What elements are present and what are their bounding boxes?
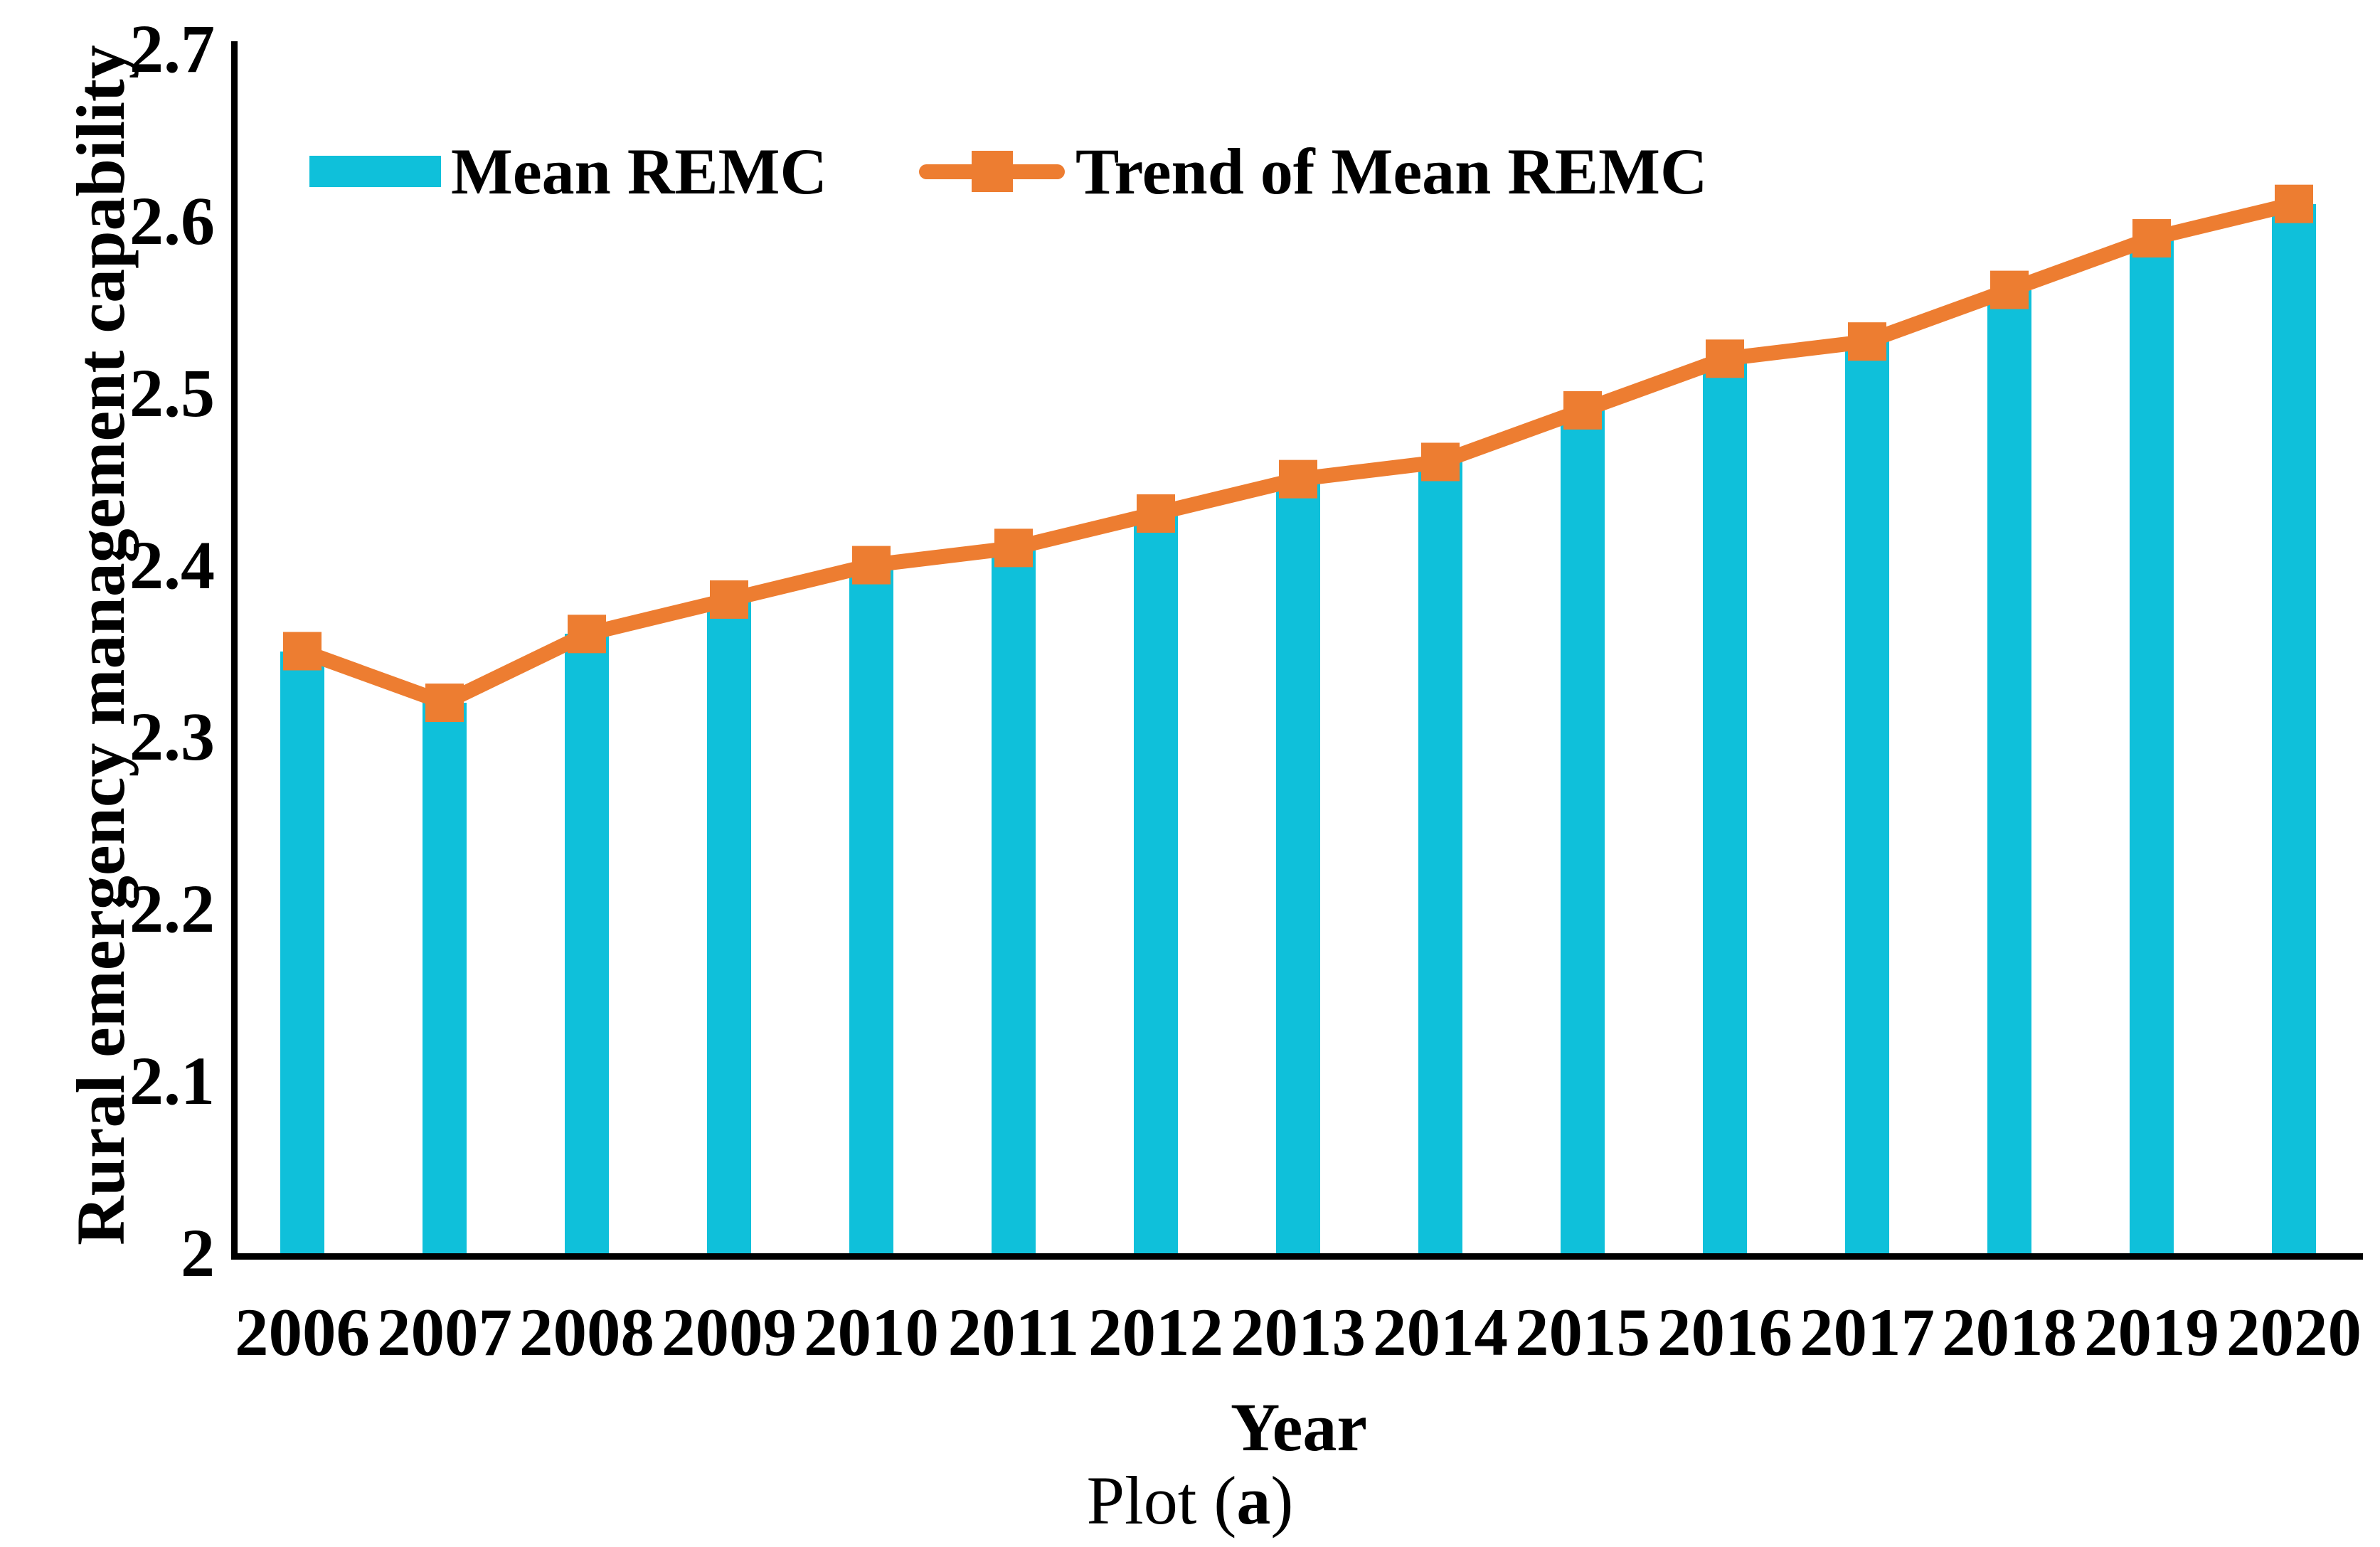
x-tick-label-2008: 2008 [519,1295,654,1370]
bar-2014 [1418,462,1462,1253]
bar-2011 [992,548,1036,1253]
x-tick-label-2011: 2011 [947,1295,1080,1370]
figure-caption: Plot (a) [0,1458,2380,1543]
bar-2009 [707,599,751,1253]
legend-bar-swatch-icon [309,156,441,187]
x-tick-label-2015: 2015 [1515,1295,1650,1370]
caption-emphasis: a [1236,1462,1271,1538]
y-tick-label: 2 [181,1215,215,1291]
bar-2018 [1987,289,2031,1253]
bar-2012 [1134,514,1178,1253]
y-tick-label: 2.2 [129,871,215,947]
bar-2019 [2130,238,2174,1253]
bar-2007 [423,703,467,1253]
y-tick-label: 2.6 [129,182,215,259]
x-tick-label-2019: 2019 [2084,1295,2219,1370]
y-axis-line [231,41,238,1260]
bar-2008 [565,634,609,1253]
bar-2020 [2272,203,2316,1253]
bar-2006 [280,651,324,1253]
x-axis-line [231,1253,2363,1260]
bar-2017 [1845,341,1889,1253]
x-tick-label-2020: 2020 [2226,1295,2362,1370]
x-tick-label-2014: 2014 [1373,1295,1508,1370]
x-axis-title: Year [1231,1389,1367,1465]
x-tick-label-2013: 2013 [1231,1295,1366,1370]
caption-suffix: ) [1270,1462,1294,1538]
y-tick-label: 2.4 [129,526,215,603]
legend-label-trend: Trend of Mean REMC [1075,135,1708,208]
x-tick-label-2017: 2017 [1800,1295,1935,1370]
legend-label-mean-remc: Mean REMC [451,135,827,208]
x-tick-label-2012: 2012 [1088,1295,1223,1370]
x-tick-label-2016: 2016 [1657,1295,1792,1370]
y-tick-label: 2.1 [129,1043,215,1120]
y-tick-label: 2.7 [129,11,215,87]
y-tick-label: 2.3 [129,698,215,775]
x-tick-label-2007: 2007 [377,1295,512,1370]
x-tick-label-2006: 2006 [235,1295,370,1370]
legend-trend-marker-icon [972,151,1013,192]
x-tick-label-2009: 2009 [662,1295,797,1370]
bar-2015 [1561,410,1605,1253]
x-tick-label-2018: 2018 [1942,1295,2077,1370]
bar-2016 [1703,358,1747,1253]
bar-2010 [849,565,893,1253]
caption-prefix: Plot ( [1086,1462,1237,1538]
x-tick-label-2010: 2010 [804,1295,939,1370]
y-tick-label: 2.5 [129,354,215,431]
bar-2013 [1276,479,1320,1253]
